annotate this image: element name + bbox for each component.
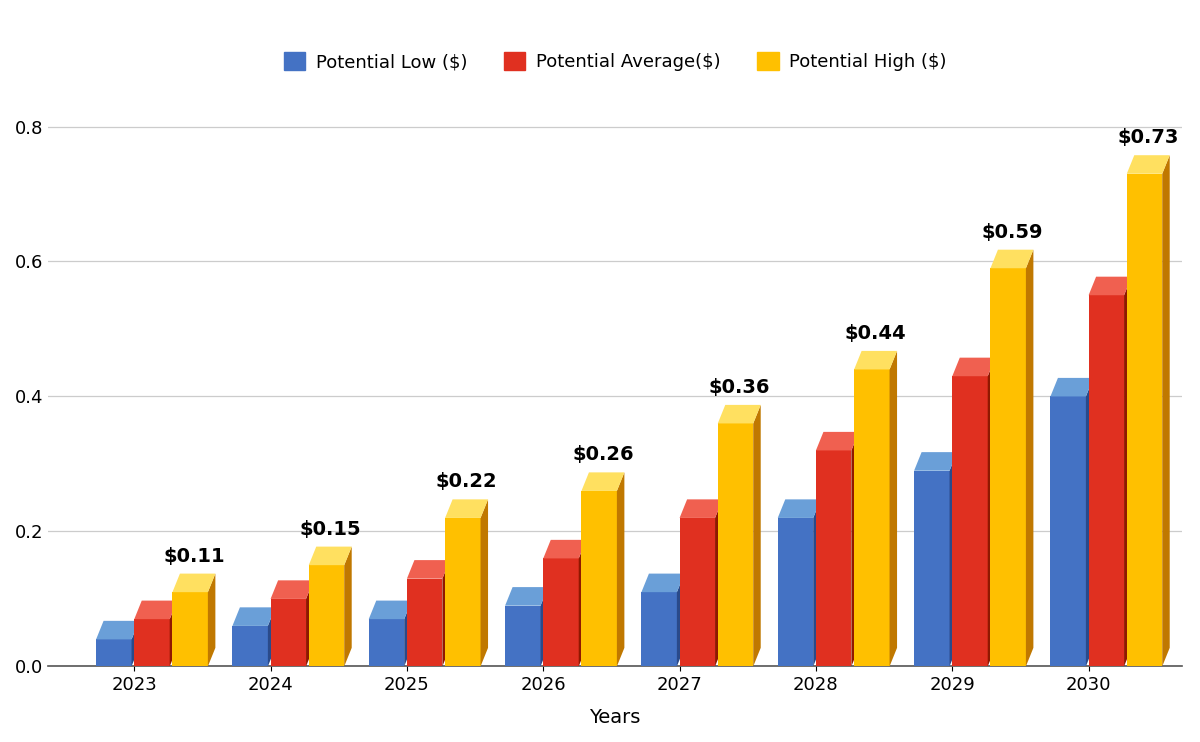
Polygon shape (173, 574, 215, 592)
Polygon shape (718, 405, 761, 424)
Polygon shape (270, 580, 313, 599)
Polygon shape (407, 579, 443, 666)
Polygon shape (505, 587, 548, 605)
Polygon shape (233, 608, 275, 626)
Polygon shape (1163, 155, 1170, 666)
Polygon shape (134, 619, 169, 666)
Polygon shape (578, 540, 587, 666)
Polygon shape (953, 358, 995, 376)
Polygon shape (308, 547, 352, 565)
Polygon shape (1050, 396, 1086, 666)
Polygon shape (544, 559, 578, 666)
Polygon shape (1088, 295, 1124, 666)
Text: $0.26: $0.26 (572, 445, 634, 464)
Polygon shape (679, 499, 722, 518)
Polygon shape (679, 518, 715, 666)
Polygon shape (540, 587, 548, 666)
Polygon shape (443, 560, 450, 666)
Polygon shape (1127, 174, 1163, 666)
Polygon shape (1086, 378, 1093, 666)
Polygon shape (953, 376, 988, 666)
Text: $0.15: $0.15 (300, 519, 361, 539)
Polygon shape (96, 621, 139, 640)
Polygon shape (778, 499, 821, 518)
Polygon shape (233, 626, 268, 666)
Polygon shape (445, 518, 480, 666)
Polygon shape (445, 499, 488, 518)
Polygon shape (1050, 378, 1093, 396)
Polygon shape (582, 473, 624, 491)
Text: $0.11: $0.11 (163, 547, 224, 565)
Polygon shape (778, 518, 814, 666)
Text: $0.44: $0.44 (845, 324, 906, 343)
Polygon shape (914, 470, 949, 666)
Polygon shape (718, 424, 754, 666)
Polygon shape (1127, 155, 1170, 174)
Polygon shape (173, 592, 208, 666)
Polygon shape (854, 351, 898, 370)
Polygon shape (96, 640, 132, 666)
Polygon shape (308, 565, 344, 666)
Polygon shape (914, 452, 958, 470)
Polygon shape (134, 600, 178, 619)
Polygon shape (988, 358, 995, 666)
Polygon shape (344, 547, 352, 666)
Polygon shape (306, 580, 313, 666)
Polygon shape (816, 432, 859, 450)
Polygon shape (854, 370, 889, 666)
Polygon shape (642, 592, 677, 666)
Text: $0.36: $0.36 (708, 378, 770, 397)
Polygon shape (816, 450, 851, 666)
Polygon shape (270, 599, 306, 666)
Polygon shape (990, 269, 1026, 666)
Polygon shape (1088, 277, 1132, 295)
Text: $0.22: $0.22 (436, 472, 497, 491)
Polygon shape (1026, 250, 1033, 666)
Polygon shape (715, 499, 722, 666)
Polygon shape (407, 560, 450, 579)
Polygon shape (642, 574, 684, 592)
Polygon shape (505, 605, 540, 666)
X-axis label: Years: Years (589, 708, 641, 727)
Polygon shape (582, 491, 617, 666)
Polygon shape (754, 405, 761, 666)
Polygon shape (169, 600, 178, 666)
Polygon shape (990, 250, 1033, 269)
Text: $0.73: $0.73 (1117, 128, 1178, 147)
Text: $0.59: $0.59 (982, 223, 1043, 242)
Polygon shape (677, 574, 684, 666)
Polygon shape (851, 432, 859, 666)
Polygon shape (814, 499, 821, 666)
Polygon shape (544, 540, 587, 559)
Polygon shape (949, 452, 958, 666)
Polygon shape (132, 621, 139, 666)
Polygon shape (480, 499, 488, 666)
Polygon shape (368, 600, 412, 619)
Polygon shape (889, 351, 898, 666)
Polygon shape (368, 619, 404, 666)
Polygon shape (268, 608, 275, 666)
Legend: Potential Low ($), Potential Average($), Potential High ($): Potential Low ($), Potential Average($),… (276, 45, 954, 78)
Polygon shape (1124, 277, 1132, 666)
Polygon shape (404, 600, 412, 666)
Polygon shape (617, 473, 624, 666)
Polygon shape (208, 574, 215, 666)
